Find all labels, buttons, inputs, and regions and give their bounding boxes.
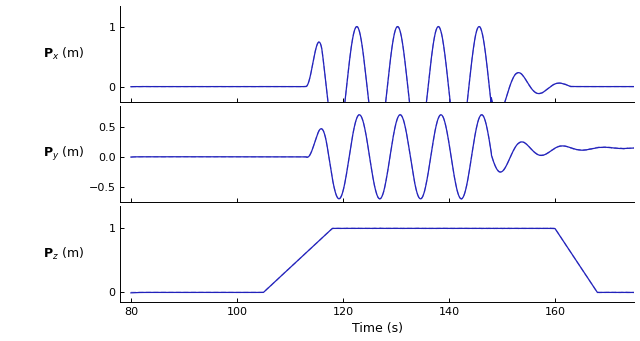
Y-axis label: $\mathbf{P}_x$ (m): $\mathbf{P}_x$ (m)	[43, 46, 84, 62]
Y-axis label: $\mathbf{P}_y$ (m): $\mathbf{P}_y$ (m)	[43, 145, 84, 163]
Y-axis label: $\mathbf{P}_z$ (m): $\mathbf{P}_z$ (m)	[44, 246, 84, 262]
X-axis label: Time (s): Time (s)	[352, 323, 403, 336]
